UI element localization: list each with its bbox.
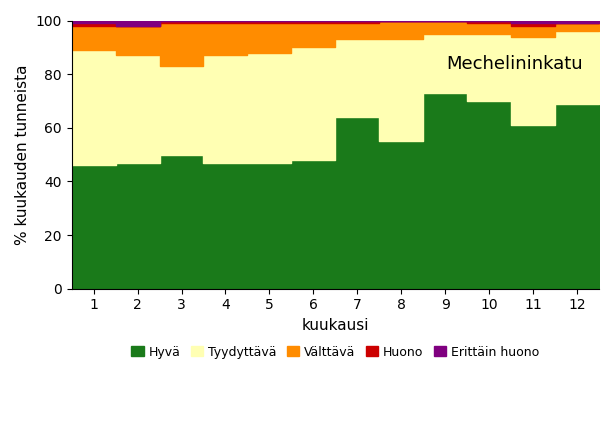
- Y-axis label: % kuukauden tunneista: % kuukauden tunneista: [15, 65, 30, 245]
- Text: Mechelininkatu: Mechelininkatu: [446, 55, 583, 73]
- Legend: Hyvä, Tyydyttävä, Välttävä, Huono, Erittäin huono: Hyvä, Tyydyttävä, Välttävä, Huono, Eritt…: [126, 341, 544, 364]
- X-axis label: kuukausi: kuukausi: [301, 318, 369, 333]
